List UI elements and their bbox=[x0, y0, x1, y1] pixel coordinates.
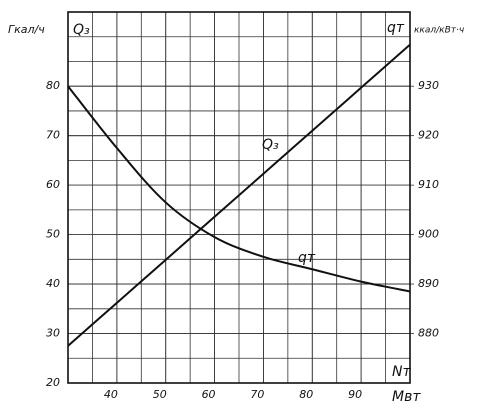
x-tick-label: 80 bbox=[299, 388, 313, 401]
y2-tick-label: 910 bbox=[418, 178, 439, 191]
x-tick-label: 90 bbox=[348, 388, 362, 401]
y2-tick-label: 880 bbox=[418, 327, 439, 340]
y-tick-label: 40 bbox=[46, 277, 60, 290]
y2-tick-label: 900 bbox=[418, 228, 439, 241]
y2-tick-label: 890 bbox=[418, 277, 439, 290]
y2-tick-label: 930 bbox=[418, 79, 439, 92]
x-tick-label: 50 bbox=[153, 388, 167, 401]
series-label: Q₃ bbox=[262, 137, 279, 153]
y-tick-label: 20 bbox=[46, 376, 60, 389]
plot-frame bbox=[67, 11, 411, 384]
x-tick-label: 40 bbox=[104, 388, 118, 401]
x-tick-label: 60 bbox=[202, 388, 216, 401]
y-tick-label: 60 bbox=[46, 178, 60, 191]
x-axis-label: Nт bbox=[392, 364, 411, 380]
y-tick-label: 50 bbox=[46, 228, 60, 241]
y-tick-label: 30 bbox=[46, 327, 60, 340]
y2-axis-symbol: qт bbox=[387, 20, 405, 36]
y2-tick-label: 920 bbox=[418, 129, 439, 142]
series-label: qт bbox=[298, 250, 316, 266]
x-tick-label: 70 bbox=[250, 388, 264, 401]
y-axis-symbol: Q₃ bbox=[73, 22, 90, 38]
y2-axis-label: ккал/кВт·ч bbox=[414, 26, 464, 36]
y-tick-label: 70 bbox=[46, 129, 60, 142]
x-axis-unit: Мвт bbox=[392, 389, 421, 405]
data-line bbox=[67, 85, 411, 293]
y-axis-label: Гкал/ч bbox=[8, 23, 45, 36]
y-tick-label: 80 bbox=[46, 79, 60, 92]
data-line bbox=[67, 43, 411, 347]
